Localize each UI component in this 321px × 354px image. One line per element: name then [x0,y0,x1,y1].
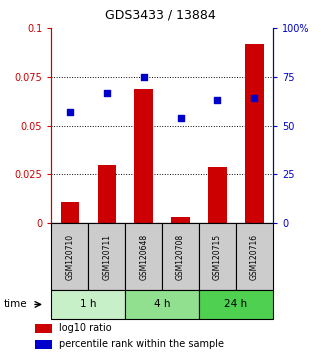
FancyBboxPatch shape [236,223,273,290]
FancyBboxPatch shape [125,290,199,319]
Bar [134,89,153,223]
Text: 4 h: 4 h [154,299,170,309]
Text: percentile rank within the sample: percentile rank within the sample [59,339,224,349]
Bar [98,165,116,223]
Point [178,115,183,121]
Text: GSM120710: GSM120710 [65,234,74,280]
Point [104,90,109,96]
Text: GSM120648: GSM120648 [139,234,148,280]
Bar [35,340,52,349]
FancyBboxPatch shape [199,290,273,319]
FancyBboxPatch shape [162,223,199,290]
Text: time: time [3,299,27,309]
Point [252,96,257,101]
Text: log10 ratio: log10 ratio [59,323,112,333]
FancyBboxPatch shape [51,290,125,319]
Text: GDS3433 / 13884: GDS3433 / 13884 [105,9,216,22]
Text: GSM120715: GSM120715 [213,234,222,280]
Bar [171,217,190,223]
Point [67,109,72,115]
FancyBboxPatch shape [199,223,236,290]
Point [141,74,146,80]
FancyBboxPatch shape [125,223,162,290]
Text: GSM120711: GSM120711 [102,234,111,280]
Text: 24 h: 24 h [224,299,247,309]
FancyBboxPatch shape [51,223,88,290]
Text: GSM120716: GSM120716 [250,234,259,280]
FancyBboxPatch shape [88,223,125,290]
Bar [208,167,227,223]
Text: 1 h: 1 h [80,299,97,309]
Bar [245,44,264,223]
Bar [35,324,52,333]
Bar [61,202,79,223]
Point [215,97,220,103]
Text: GSM120708: GSM120708 [176,234,185,280]
